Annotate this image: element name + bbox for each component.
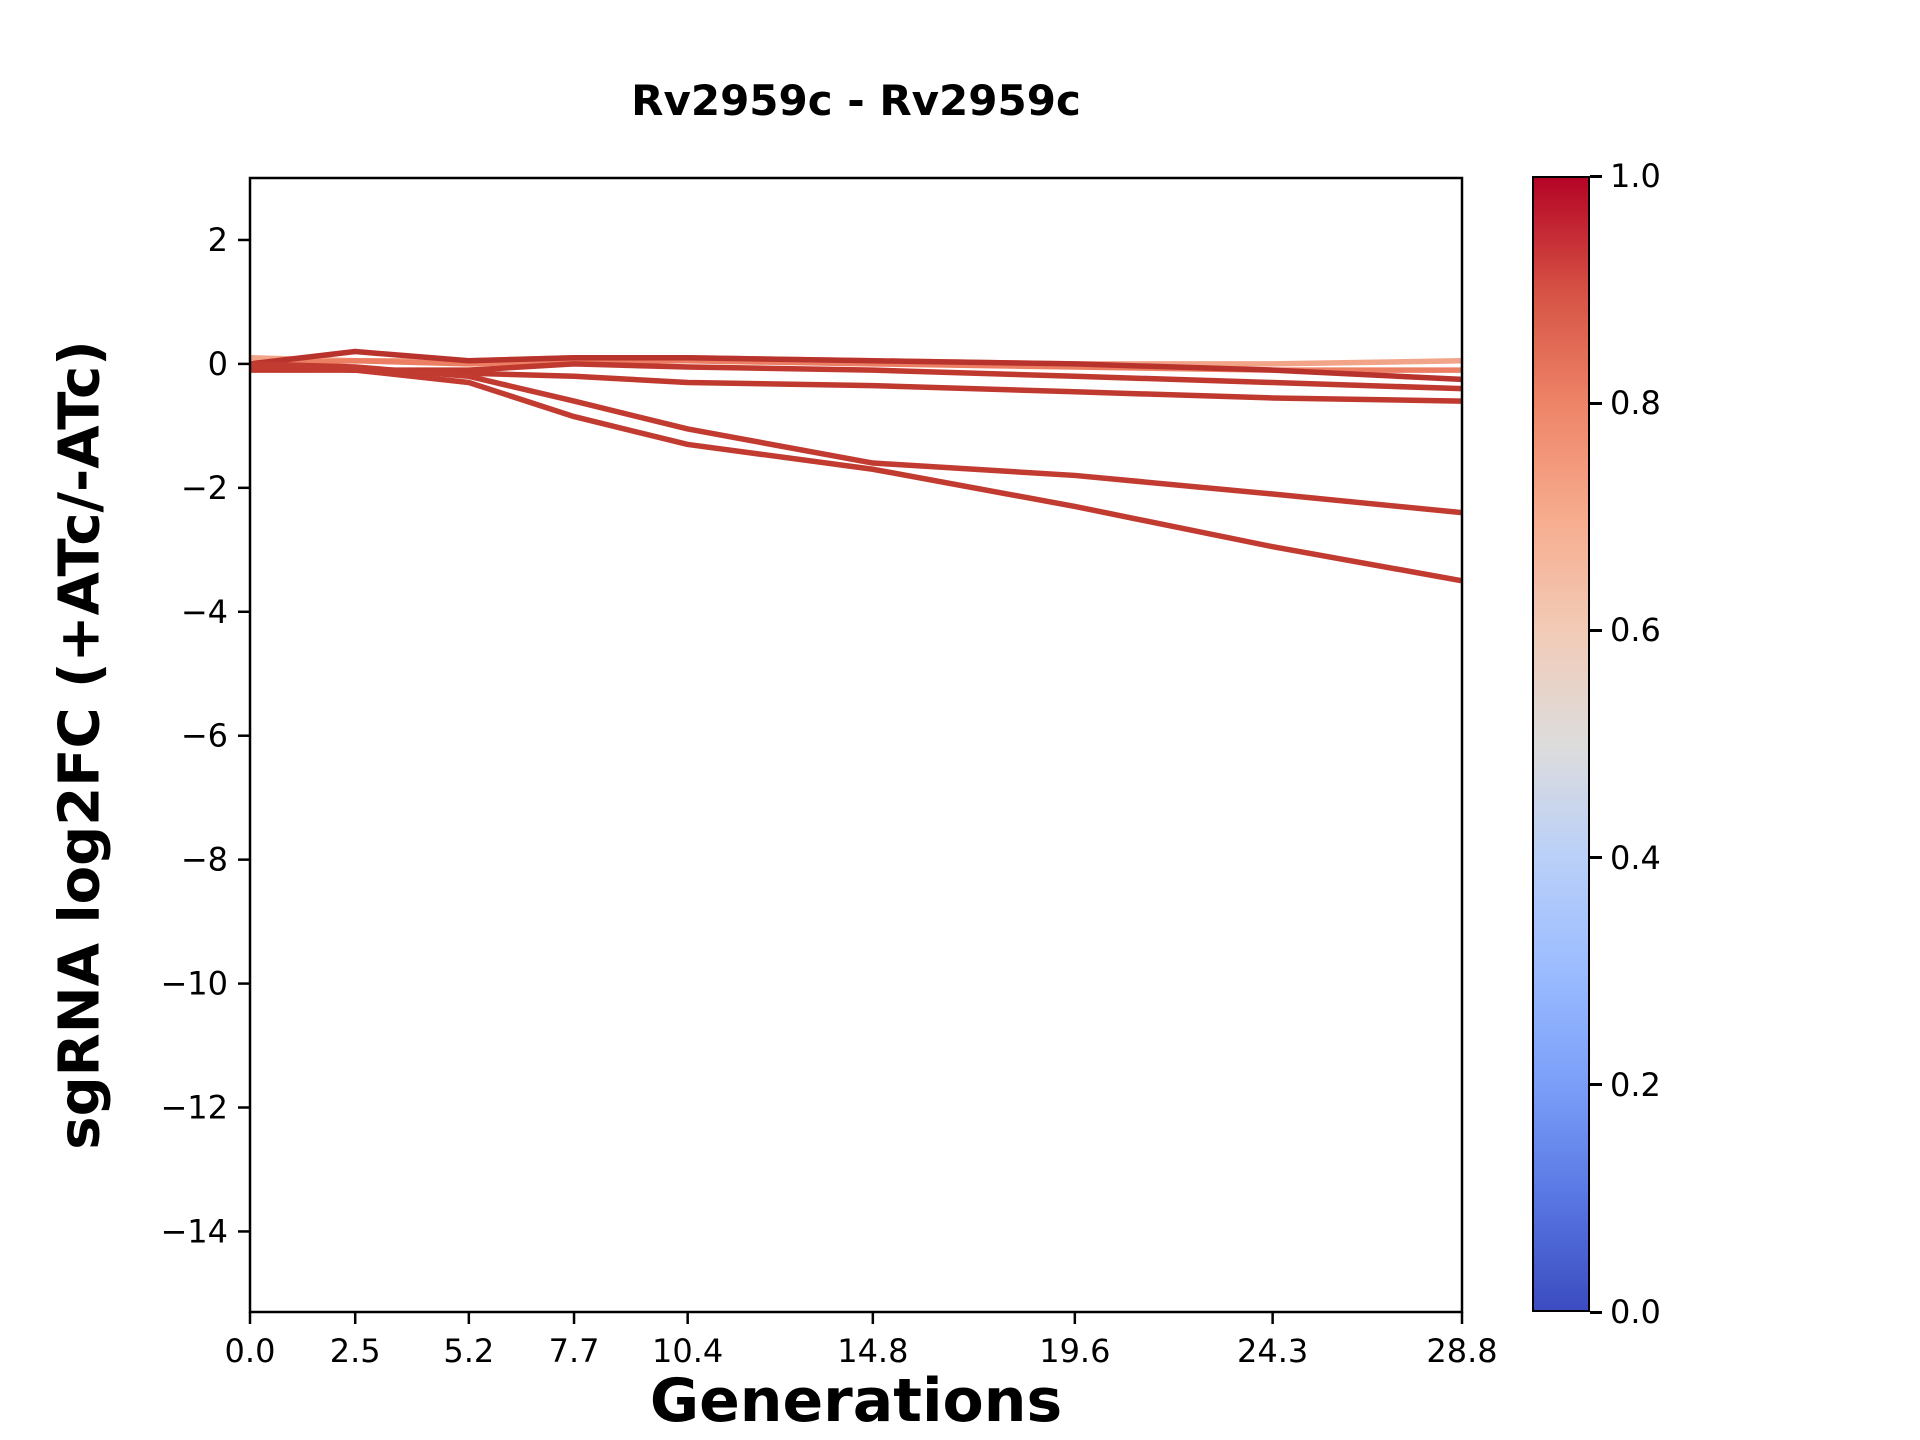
- axes-box: [248, 176, 1464, 1314]
- x-tick-label: 7.7: [549, 1332, 600, 1370]
- y-tick-label: 2: [208, 221, 228, 259]
- x-tick-label: 0.0: [225, 1332, 276, 1370]
- y-tick-label: −12: [160, 1089, 228, 1127]
- y-tick-label: −14: [160, 1212, 228, 1250]
- y-tick-label: −10: [160, 965, 228, 1003]
- x-axis-label: Generations: [649, 1366, 1063, 1436]
- series-lines: [250, 348, 1462, 584]
- y-tick-label: 0: [208, 345, 228, 383]
- y-tick-label: −2: [181, 469, 228, 507]
- y-tick-label: −4: [181, 593, 228, 631]
- series-line-7: [250, 364, 1462, 584]
- x-tick-label: 19.6: [1039, 1332, 1110, 1370]
- series-line-3: [250, 348, 1462, 383]
- x-tick-label: 28.8: [1426, 1332, 1497, 1370]
- x-tick-label: 14.8: [837, 1332, 908, 1370]
- y-tick-label: −8: [181, 841, 228, 879]
- chart-title: Rv2959c - Rv2959c: [631, 76, 1081, 125]
- x-tick-label: 5.2: [443, 1332, 494, 1370]
- y-tick-label: −6: [181, 717, 228, 755]
- x-tick-label: 2.5: [330, 1332, 381, 1370]
- series-line-6: [250, 361, 1462, 516]
- x-tick-label: 10.4: [652, 1332, 723, 1370]
- x-tick-label: 24.3: [1237, 1332, 1308, 1370]
- colorbar-gradient: [1532, 176, 1590, 1312]
